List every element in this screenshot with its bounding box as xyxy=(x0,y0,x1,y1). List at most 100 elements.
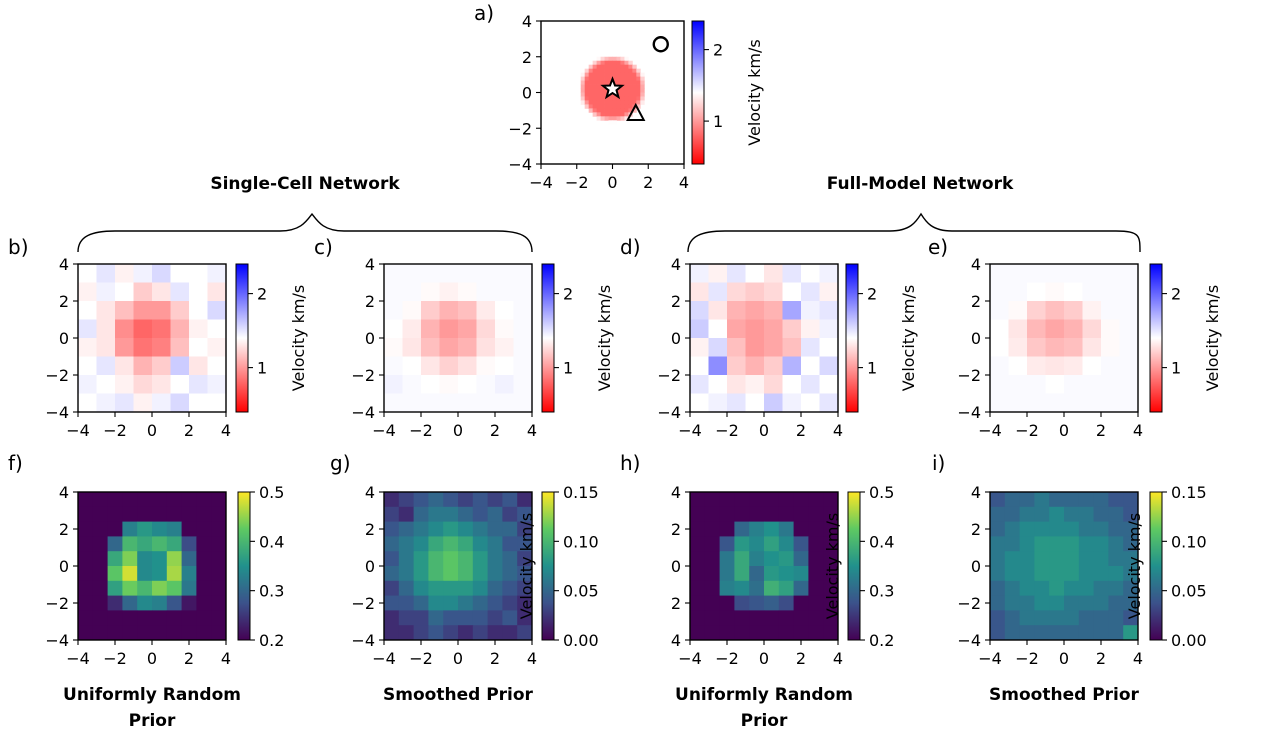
heatmap-cell xyxy=(1004,551,1020,567)
heatmap-cell xyxy=(166,536,182,552)
heatmap-cell xyxy=(107,595,123,611)
heatmap-cell xyxy=(476,319,496,339)
heatmap-cell xyxy=(1034,551,1050,567)
heatmap-cell xyxy=(778,566,794,582)
heatmap-cell xyxy=(1093,595,1109,611)
heatmap-cell xyxy=(487,551,503,567)
heatmap-cell xyxy=(600,96,605,101)
heatmap-cell xyxy=(1004,536,1020,552)
heatmap-cell xyxy=(704,492,720,508)
heatmap-cell xyxy=(207,301,227,320)
heatmap-cell xyxy=(782,375,802,394)
heatmap-cell xyxy=(628,72,633,78)
y-tick-label: 4 xyxy=(365,255,375,274)
heatmap-cell xyxy=(628,96,633,101)
heatmap-cell xyxy=(734,492,750,508)
x-tick-label: 0 xyxy=(453,421,463,440)
heatmap-cell xyxy=(1064,595,1080,611)
heatmap-cell xyxy=(734,610,750,626)
heatmap-cell xyxy=(421,301,440,320)
panel-h: −4 −2 0 2 4 4 2 0 2 4 h) 0.5 0.4 0.3 0.2 Velocity km/s U… xyxy=(620,451,894,731)
heatmap-cell xyxy=(600,108,605,113)
heatmap-cell xyxy=(487,521,503,537)
heatmap-cell xyxy=(137,625,153,641)
heatmap-cell xyxy=(78,492,94,508)
heatmap-cell xyxy=(495,356,514,376)
heatmap-cell xyxy=(624,112,629,117)
heatmap-cell xyxy=(115,301,134,320)
heatmap-cell xyxy=(166,610,182,626)
colorbar-tick-label: 0.00 xyxy=(1171,631,1207,650)
heatmap-cell xyxy=(122,521,138,537)
heatmap-cell xyxy=(428,506,444,522)
heatmap-cell xyxy=(476,393,496,413)
heatmap-cell xyxy=(502,551,518,567)
heatmap-cell xyxy=(472,595,488,611)
heatmap-cell xyxy=(990,580,1006,596)
heatmap-cell xyxy=(1064,282,1083,302)
heatmap-cell xyxy=(517,580,533,596)
heatmap-cell xyxy=(604,100,609,105)
heatmap-cell xyxy=(122,595,138,611)
heatmap-cell xyxy=(632,100,637,105)
heatmap-cell xyxy=(793,566,809,582)
heatmap-cell xyxy=(122,625,138,641)
heatmap-cell xyxy=(413,521,429,537)
heatmap-cell xyxy=(592,100,598,105)
heatmap-cell xyxy=(133,282,153,302)
heatmap-cell xyxy=(600,104,605,109)
heatmap-cell xyxy=(764,625,780,641)
heatmap-cell xyxy=(764,301,783,320)
heatmap-cell xyxy=(1101,319,1120,339)
heatmap-cell xyxy=(211,492,227,508)
heatmap-cell xyxy=(152,375,171,394)
heatmap-cell xyxy=(458,319,477,339)
heatmap-cell xyxy=(495,282,514,302)
group-single-cell: Single-Cell Network xyxy=(77,174,533,253)
panel-label: g) xyxy=(330,451,351,475)
panel-caption: Prior xyxy=(741,711,788,731)
x-tick-label: −2 xyxy=(715,421,739,440)
colorbar: 0.5 0.4 0.3 0.2 xyxy=(237,483,284,650)
heatmap-cell xyxy=(616,68,621,74)
heatmap-cell xyxy=(181,580,197,596)
panel-a: −4 −2 0 2 4 4 2 0 −2 −4 a) 2 1 Velocity km/s xyxy=(474,1,764,192)
heatmap-cell xyxy=(472,566,488,582)
heatmap-cell xyxy=(782,319,802,339)
heatmap-cell xyxy=(384,580,400,596)
heatmap-cell xyxy=(604,80,609,85)
heatmap-cell xyxy=(749,551,765,567)
heatmap-cell xyxy=(616,72,621,78)
heatmap-cell xyxy=(608,72,613,78)
heatmap-cell xyxy=(1019,506,1035,522)
heatmap-cell xyxy=(398,521,414,537)
x-tick-label: 2 xyxy=(490,649,500,668)
heatmap-cell xyxy=(115,375,134,394)
heatmap-cell xyxy=(122,566,138,582)
heatmap-cell xyxy=(628,60,633,66)
colorbar-gradient xyxy=(1149,263,1163,413)
heatmap-cell xyxy=(207,338,227,357)
heatmap-cell xyxy=(402,375,422,394)
heatmap-cell xyxy=(632,84,637,89)
heatmap-cell xyxy=(745,264,765,283)
brace-single-cell xyxy=(77,212,533,253)
heatmap-cell xyxy=(690,301,709,320)
heatmap-cell xyxy=(719,521,735,537)
heatmap-cell xyxy=(690,595,706,611)
heatmap-cell xyxy=(624,104,629,109)
heatmap-cell xyxy=(428,566,444,582)
heatmap-cell xyxy=(1027,393,1046,413)
heatmap-cell xyxy=(719,551,735,567)
heatmap-cell xyxy=(152,356,171,376)
heatmap-cell xyxy=(990,282,1009,302)
heatmap-cell xyxy=(1064,301,1083,320)
heatmap-cell xyxy=(727,375,746,394)
heatmap-cell xyxy=(1123,521,1139,537)
heatmap-cell xyxy=(640,84,645,89)
heatmap-cell xyxy=(708,282,728,302)
heatmap-cell xyxy=(620,76,625,81)
heatmap-cell xyxy=(823,566,839,582)
colorbar-tick-label: 0.10 xyxy=(563,532,599,551)
colorbar-tick-label: 0.00 xyxy=(563,631,599,650)
